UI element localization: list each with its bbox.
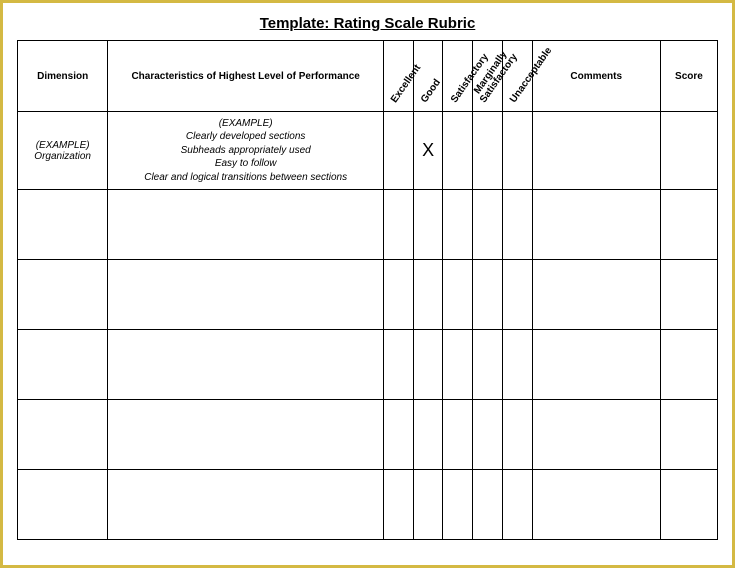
rubric-table: Dimension Characteristics of Highest Lev…	[17, 40, 718, 540]
example-comments	[532, 112, 660, 190]
table-row	[18, 400, 718, 470]
example-score	[660, 112, 717, 190]
header-row: Dimension Characteristics of Highest Lev…	[18, 41, 718, 112]
example-rating-4	[502, 112, 532, 190]
example-rating-0	[384, 112, 414, 190]
example-rating-1: X	[413, 112, 443, 190]
example-dimension: (EXAMPLE) Organization	[18, 112, 108, 190]
table-row	[18, 190, 718, 260]
table-row	[18, 260, 718, 330]
col-rating-good: Good	[413, 41, 443, 112]
table-row	[18, 470, 718, 540]
col-dimension: Dimension	[18, 41, 108, 112]
col-score: Score	[660, 41, 717, 112]
example-rating-2	[443, 112, 473, 190]
col-characteristics: Characteristics of Highest Level of Perf…	[108, 41, 384, 112]
col-rating-excellent: Excellent	[384, 41, 414, 112]
col-rating-unacceptable: Unacceptable	[502, 41, 532, 112]
col-comments: Comments	[532, 41, 660, 112]
example-characteristics: (EXAMPLE) Clearly developed sections Sub…	[108, 112, 384, 190]
example-row: (EXAMPLE) Organization (EXAMPLE) Clearly…	[18, 112, 718, 190]
table-row	[18, 330, 718, 400]
rubric-body: (EXAMPLE) Organization (EXAMPLE) Clearly…	[18, 112, 718, 540]
page-title: Template: Rating Scale Rubric	[17, 15, 718, 32]
col-rating-marginal: MarginallySatisfactory	[473, 41, 503, 112]
document-frame: Template: Rating Scale Rubric Dimension …	[0, 0, 735, 568]
col-rating-satisfactory: Satisfactory	[443, 41, 473, 112]
example-rating-3	[473, 112, 503, 190]
